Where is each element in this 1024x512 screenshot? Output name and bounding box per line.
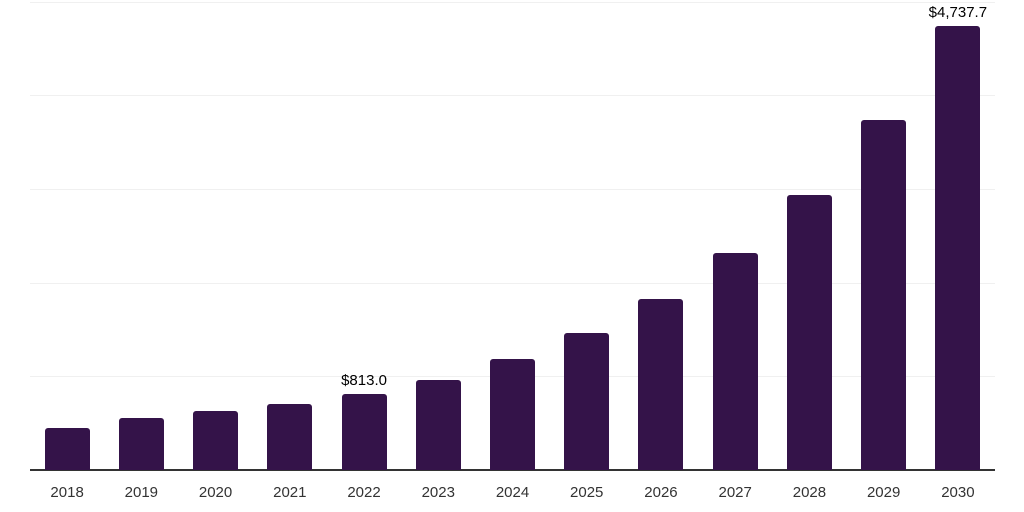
bar	[193, 410, 239, 470]
gridline	[30, 188, 995, 190]
gridline	[30, 282, 995, 284]
x-tick-label: 2023	[421, 484, 455, 501]
x-axis-line	[30, 469, 995, 471]
gridline	[30, 1, 995, 3]
bar	[861, 120, 907, 470]
bar	[786, 194, 832, 470]
x-tick-label: 2018	[50, 484, 84, 501]
bar	[638, 298, 684, 470]
x-tick-label: 2024	[495, 484, 530, 501]
x-tick-label: 2029	[866, 484, 901, 501]
x-tick-label: 2026	[644, 484, 678, 501]
x-tick-label: 2021	[273, 484, 307, 501]
bar	[712, 253, 758, 470]
bar	[564, 332, 610, 470]
bar	[415, 380, 461, 470]
x-tick-label: 2019	[124, 484, 159, 501]
bar	[935, 26, 981, 470]
x-tick-label: 2028	[792, 484, 827, 501]
bar-value-label: $813.0	[341, 371, 387, 389]
bar	[341, 393, 387, 470]
x-tick-label: 2022	[347, 484, 381, 501]
bar-value-label: $4,737.7	[928, 4, 988, 22]
bar	[267, 403, 313, 470]
x-tick-label: 2027	[718, 484, 752, 501]
bar	[44, 427, 90, 470]
bar	[118, 417, 164, 470]
x-tick-label: 2025	[570, 484, 604, 501]
x-tick-label: 2030	[941, 484, 975, 501]
gridline	[30, 95, 995, 97]
bar	[490, 358, 535, 470]
x-tick-label: 2020	[198, 484, 233, 501]
